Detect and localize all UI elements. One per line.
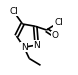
Text: N: N: [21, 43, 27, 52]
Text: Cl: Cl: [9, 7, 18, 16]
Text: N: N: [33, 40, 40, 50]
Text: Cl: Cl: [54, 18, 63, 27]
Text: O: O: [52, 32, 59, 40]
